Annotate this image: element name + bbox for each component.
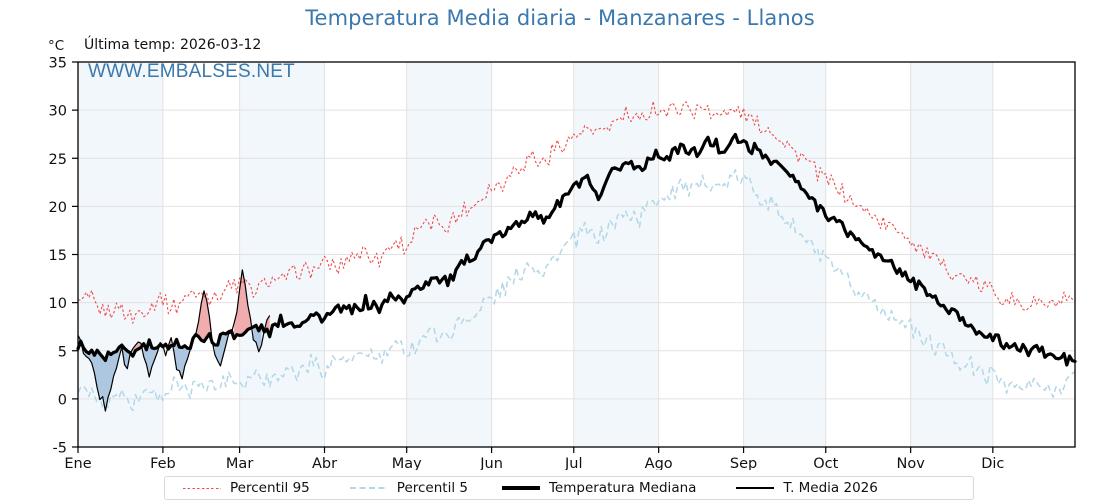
x-tick-label: Jun [479,456,503,470]
legend-label: Percentil 5 [396,480,468,496]
legend-swatch-icon [736,482,775,494]
legend-item-1[interactable]: Percentil 95 [183,477,310,499]
y-tick-label: 10 [49,296,67,312]
x-tick-label: Dic [981,456,1004,470]
fill-below-median [83,345,131,412]
y-tick-label: 0 [58,392,67,408]
site-watermark: WWW.EMBALSES.NET [88,61,295,82]
legend-label: T. Media 2026 [783,480,878,496]
series-t-media-2026 [77,269,271,412]
y-tick-label: -5 [53,441,67,457]
page-title: Temperatura Media diaria - Manzanares - … [305,6,815,30]
x-tick-label: Nov [897,456,926,470]
plot-area: -5 0 5 10 15 20 25 30 35 Ene Feb Mar Abr May Jun Jul Ago… [49,56,1077,470]
y-tick-label: 25 [49,152,67,168]
x-tick-label: Abr [312,456,337,470]
series-percentil-5 [77,169,1076,412]
x-tick-label: Ene [64,456,91,470]
x-tick-label: Mar [226,456,253,470]
legend-item-2[interactable]: Percentil 5 [349,477,468,499]
x-tick-label: Oct [813,456,838,470]
x-tick-label: Feb [150,456,176,470]
x-tick-label: Ago [645,456,673,470]
fill-above-median [234,269,251,339]
legend-item-3[interactable]: Temperatura Mediana [501,477,697,499]
last-temp-subtitle: Última temp: 2026-03-12 [84,37,262,53]
fill-above-median [195,290,213,343]
y-tick-label: 5 [58,344,67,360]
legend-label: Temperatura Mediana [548,480,697,496]
legend-item-4[interactable]: T. Media 2026 [736,477,878,499]
fill-below-median [214,330,232,366]
y-tick-label: 35 [49,56,67,72]
x-tick-label: Jul [564,456,583,470]
x-tick-label: Sep [730,456,757,470]
x-tick-label: May [392,456,422,470]
legend-swatch-icon [183,482,221,494]
y-tick-label: 20 [49,200,67,216]
chart-legend: Percentil 95 Percentil 5 Temperatura Media… [164,476,974,500]
legend-label: Percentil 95 [230,480,310,496]
y-tick-label: 15 [49,248,67,264]
y-tick-label: 30 [49,104,67,120]
legend-swatch-icon [349,482,388,494]
series-temperatura-mediana [76,132,1077,367]
y-axis-unit-label: °C [48,38,65,54]
legend-swatch-icon [501,482,540,494]
